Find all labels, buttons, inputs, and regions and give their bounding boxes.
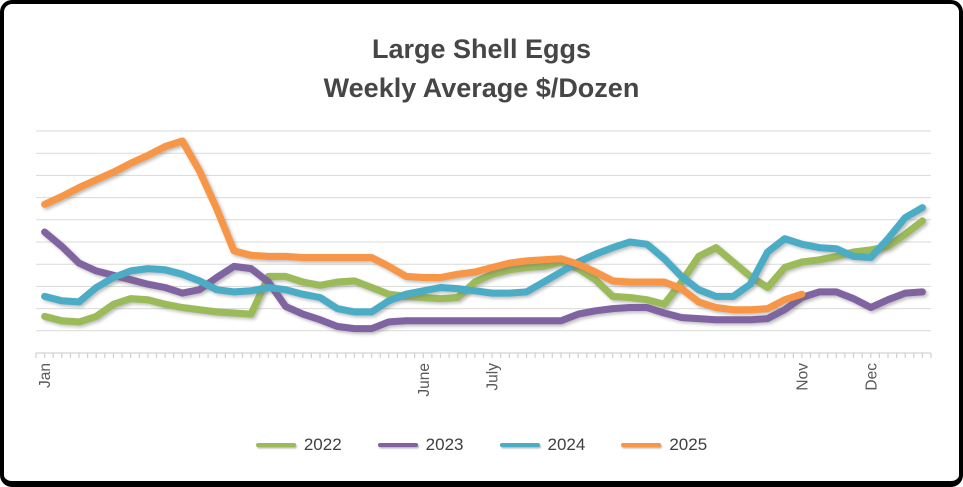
legend-item-2024: 2024 bbox=[499, 435, 586, 455]
legend-swatch-2024 bbox=[499, 442, 540, 448]
legend-swatch-2022 bbox=[255, 442, 296, 448]
x-axis-month-label: Nov bbox=[794, 363, 811, 391]
legend-swatch-2025 bbox=[621, 442, 662, 448]
legend-label-2025: 2025 bbox=[669, 435, 708, 454]
legend-label-2024: 2024 bbox=[547, 435, 586, 454]
legend-item-2022: 2022 bbox=[255, 435, 342, 455]
legend-item-2023: 2023 bbox=[377, 435, 464, 455]
x-axis-month-label: Jan bbox=[37, 363, 54, 388]
chart-title-line2: Weekly Average $/Dozen bbox=[323, 73, 640, 104]
legend-label-2023: 2023 bbox=[425, 435, 464, 454]
series-2022-line bbox=[41, 217, 926, 326]
series-2024-line bbox=[41, 204, 926, 316]
chart-title-line1: Large Shell Eggs bbox=[371, 34, 592, 64]
series-2023-line bbox=[41, 228, 926, 333]
legend-item-2025: 2025 bbox=[621, 435, 707, 455]
series-2025-line bbox=[41, 137, 806, 314]
line-chart-plot-area: Jan June July Nov Dec bbox=[35, 130, 932, 397]
x-axis-month-label: July bbox=[485, 363, 502, 391]
legend-label-2022: 2022 bbox=[303, 435, 342, 454]
chart-title: Large Shell Eggs Weekly Average $/Dozen bbox=[4, 30, 959, 108]
x-axis-month-label: June bbox=[416, 363, 433, 397]
chart-legend: 2022 2023 2024 2025 bbox=[4, 435, 959, 455]
x-axis-month-label: Dec bbox=[863, 363, 880, 391]
legend-swatch-2023 bbox=[377, 442, 418, 448]
